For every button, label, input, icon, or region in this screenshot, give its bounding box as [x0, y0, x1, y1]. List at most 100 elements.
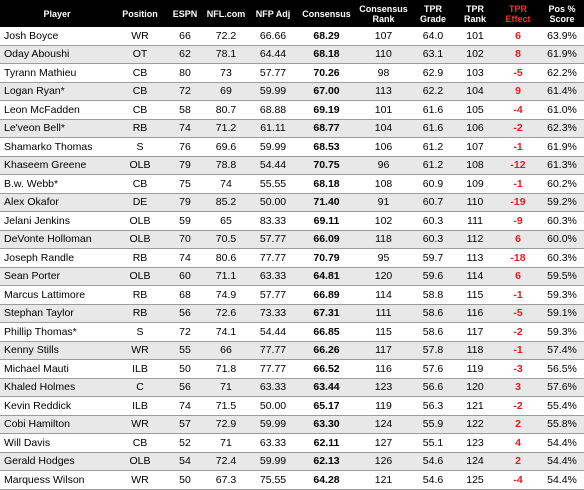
cell-tpr-grade: 61.6 [412, 100, 454, 120]
cell-espn: 56 [166, 304, 204, 323]
cell-consensus-rank: 107 [355, 27, 412, 46]
cell-tpr-effect: -1 [496, 174, 540, 194]
table-row: Cobi Hamilton WR 57 72.9 59.99 63.30 124 55.9 12… [0, 415, 584, 434]
cell-consensus: 68.53 [298, 137, 355, 157]
cell-tpr-rank: 108 [454, 156, 496, 175]
cell-espn: 74 [166, 119, 204, 138]
cell-tpr-effect: 8 [496, 45, 540, 64]
cell-nfl: 71.1 [204, 267, 248, 286]
cell-tpr-effect: -4 [496, 100, 540, 120]
cell-nfp-adj: 57.77 [248, 63, 298, 83]
cell-tpr-rank: 123 [454, 433, 496, 453]
cell-position: OT [114, 45, 166, 64]
cell-tpr-grade: 58.6 [412, 322, 454, 342]
cell-nfp-adj: 59.99 [248, 452, 298, 471]
cell-consensus: 68.77 [298, 119, 355, 138]
cell-nfl: 65 [204, 211, 248, 231]
cell-pos-score: 59.3% [540, 322, 584, 342]
cell-player: Stephan Taylor [0, 304, 114, 323]
cell-tpr-effect: -19 [496, 193, 540, 212]
cell-player: B.w. Webb* [0, 174, 114, 194]
cell-nfp-adj: 66.66 [248, 27, 298, 46]
cell-player: Shamarko Thomas [0, 137, 114, 157]
cell-tpr-grade: 55.1 [412, 433, 454, 453]
header-nfl: NFL.com [204, 0, 248, 27]
cell-pos-score: 60.2% [540, 174, 584, 194]
cell-tpr-effect: -1 [496, 137, 540, 157]
cell-tpr-effect: 6 [496, 267, 540, 286]
cell-tpr-rank: 116 [454, 304, 496, 323]
cell-consensus-rank: 91 [355, 193, 412, 212]
cell-player: Le'veon Bell* [0, 119, 114, 138]
table-row: Oday Aboushi OT 62 78.1 64.44 68.18 110 63.1 102… [0, 45, 584, 64]
cell-position: OLB [114, 230, 166, 249]
cell-nfl: 74.1 [204, 322, 248, 342]
header-nfp-adj: NFP Adj [248, 0, 298, 27]
cell-consensus: 66.85 [298, 322, 355, 342]
cell-player: Kenny Stills [0, 341, 114, 360]
header-row: Player Position ESPN NFL.com NFP Adj Con… [0, 0, 584, 27]
cell-tpr-grade: 61.2 [412, 156, 454, 175]
cell-player: Marcus Lattimore [0, 285, 114, 305]
cell-player: Will Davis [0, 433, 114, 453]
cell-pos-score: 55.8% [540, 415, 584, 434]
header-consensus: Consensus [298, 0, 355, 27]
cell-tpr-grade: 62.9 [412, 63, 454, 83]
table-row: Alex Okafor DE 79 85.2 50.00 71.40 91 60.7 110 -1… [0, 193, 584, 212]
cell-tpr-rank: 114 [454, 267, 496, 286]
cell-player: Sean Porter [0, 267, 114, 286]
cell-espn: 72 [166, 322, 204, 342]
cell-nfp-adj: 73.33 [248, 304, 298, 323]
table-row: DeVonte Holloman OLB 70 70.5 57.77 66.09 118 60… [0, 230, 584, 249]
cell-nfp-adj: 57.77 [248, 230, 298, 249]
cell-espn: 80 [166, 63, 204, 83]
table-row: Kenny Stills WR 55 66 77.77 66.26 117 57.8 118 -1… [0, 341, 584, 360]
cell-consensus: 66.89 [298, 285, 355, 305]
cell-position: CB [114, 63, 166, 83]
cell-nfp-adj: 63.33 [248, 267, 298, 286]
cell-tpr-rank: 122 [454, 415, 496, 434]
table-row: Shamarko Thomas S 76 69.6 59.99 68.53 106 61.2 1… [0, 137, 584, 157]
table-body: Josh Boyce WR 66 72.2 66.66 68.29 107 64.0 101 6 6… [0, 27, 584, 490]
cell-player: Josh Boyce [0, 27, 114, 46]
cell-espn: 75 [166, 174, 204, 194]
cell-tpr-grade: 56.6 [412, 378, 454, 397]
cell-tpr-grade: 54.6 [412, 470, 454, 490]
cell-player: Cobi Hamilton [0, 415, 114, 434]
cell-consensus-rank: 96 [355, 156, 412, 175]
cell-tpr-rank: 125 [454, 470, 496, 490]
cell-tpr-effect: 2 [496, 415, 540, 434]
table-row: Khaled Holmes C 56 71 63.33 63.44 123 56.6 120 3 5… [0, 378, 584, 397]
cell-nfl: 67.3 [204, 470, 248, 490]
table-row: Jelani Jenkins OLB 59 65 83.33 69.11 102 60.3 11… [0, 211, 584, 231]
cell-consensus: 62.11 [298, 433, 355, 453]
cell-nfp-adj: 64.44 [248, 45, 298, 64]
cell-nfl: 69 [204, 82, 248, 101]
cell-nfp-adj: 63.33 [248, 378, 298, 397]
cell-espn: 58 [166, 100, 204, 120]
cell-consensus: 69.19 [298, 100, 355, 120]
cell-pos-score: 60.0% [540, 230, 584, 249]
table-row: Leon McFadden CB 58 80.7 68.88 69.19 101 61.6 10… [0, 100, 584, 120]
cell-consensus: 66.52 [298, 359, 355, 379]
table-row: Gerald Hodges OLB 54 72.4 59.99 62.13 126 54.6 1… [0, 452, 584, 471]
cell-tpr-grade: 58.8 [412, 285, 454, 305]
cell-tpr-grade: 60.7 [412, 193, 454, 212]
cell-tpr-rank: 104 [454, 82, 496, 101]
cell-consensus: 66.09 [298, 230, 355, 249]
cell-position: RB [114, 248, 166, 268]
table-row: Le'veon Bell* RB 74 71.2 61.11 68.77 104 61.6 10… [0, 119, 584, 138]
cell-espn: 52 [166, 433, 204, 453]
cell-position: OLB [114, 452, 166, 471]
cell-nfl: 85.2 [204, 193, 248, 212]
cell-position: OLB [114, 156, 166, 175]
cell-tpr-effect: -1 [496, 285, 540, 305]
cell-player: Gerald Hodges [0, 452, 114, 471]
cell-nfp-adj: 54.44 [248, 322, 298, 342]
cell-tpr-grade: 61.6 [412, 119, 454, 138]
cell-consensus: 70.75 [298, 156, 355, 175]
cell-pos-score: 54.4% [540, 470, 584, 490]
cell-espn: 72 [166, 82, 204, 101]
cell-nfp-adj: 57.77 [248, 285, 298, 305]
cell-espn: 59 [166, 211, 204, 231]
